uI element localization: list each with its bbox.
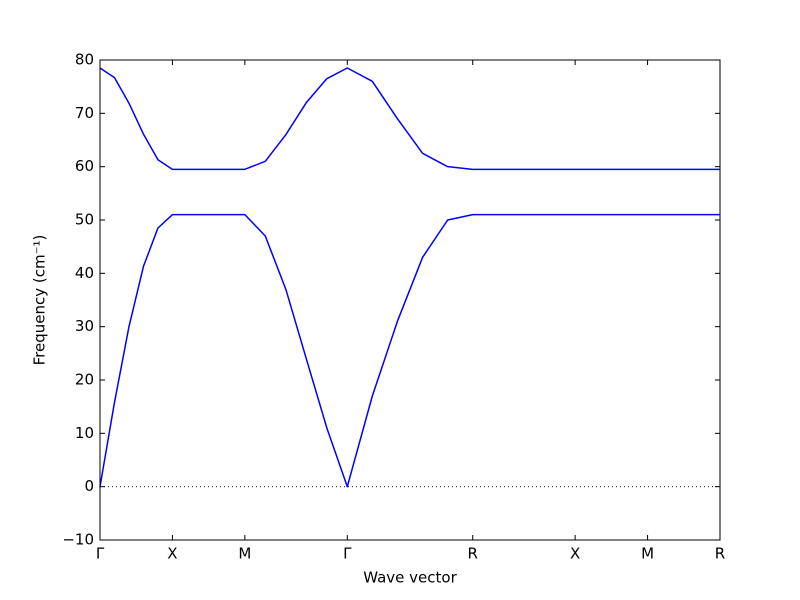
y-tick-label: 30 bbox=[75, 317, 94, 335]
x-tick-label: M bbox=[238, 545, 251, 563]
x-tick-label: R bbox=[715, 545, 725, 563]
x-tick-label: M bbox=[641, 545, 654, 563]
plot-frame bbox=[99, 59, 721, 541]
band-line bbox=[99, 213, 720, 488]
y-tick-label: 80 bbox=[75, 51, 94, 69]
y-tick-label: 50 bbox=[75, 211, 94, 229]
x-tick-label: X bbox=[167, 545, 177, 563]
y-tick-label: 20 bbox=[75, 371, 94, 389]
x-tick-label: R bbox=[468, 545, 478, 563]
y-tick-label: 0 bbox=[84, 477, 94, 495]
y-tick-label: −10 bbox=[62, 531, 94, 549]
y-tick-label: 40 bbox=[75, 264, 94, 282]
x-tick-label: Γ bbox=[96, 545, 105, 563]
x-axis-label: Wave vector bbox=[363, 569, 457, 587]
x-tick-label: X bbox=[570, 545, 580, 563]
band-line bbox=[99, 67, 720, 171]
y-tick-label: 60 bbox=[75, 157, 94, 175]
x-tick-label: Γ bbox=[343, 545, 352, 563]
y-axis-label: Frequency (cm⁻¹) bbox=[31, 235, 49, 366]
y-tick-label: 70 bbox=[75, 104, 94, 122]
y-tick-label: 10 bbox=[75, 424, 94, 442]
